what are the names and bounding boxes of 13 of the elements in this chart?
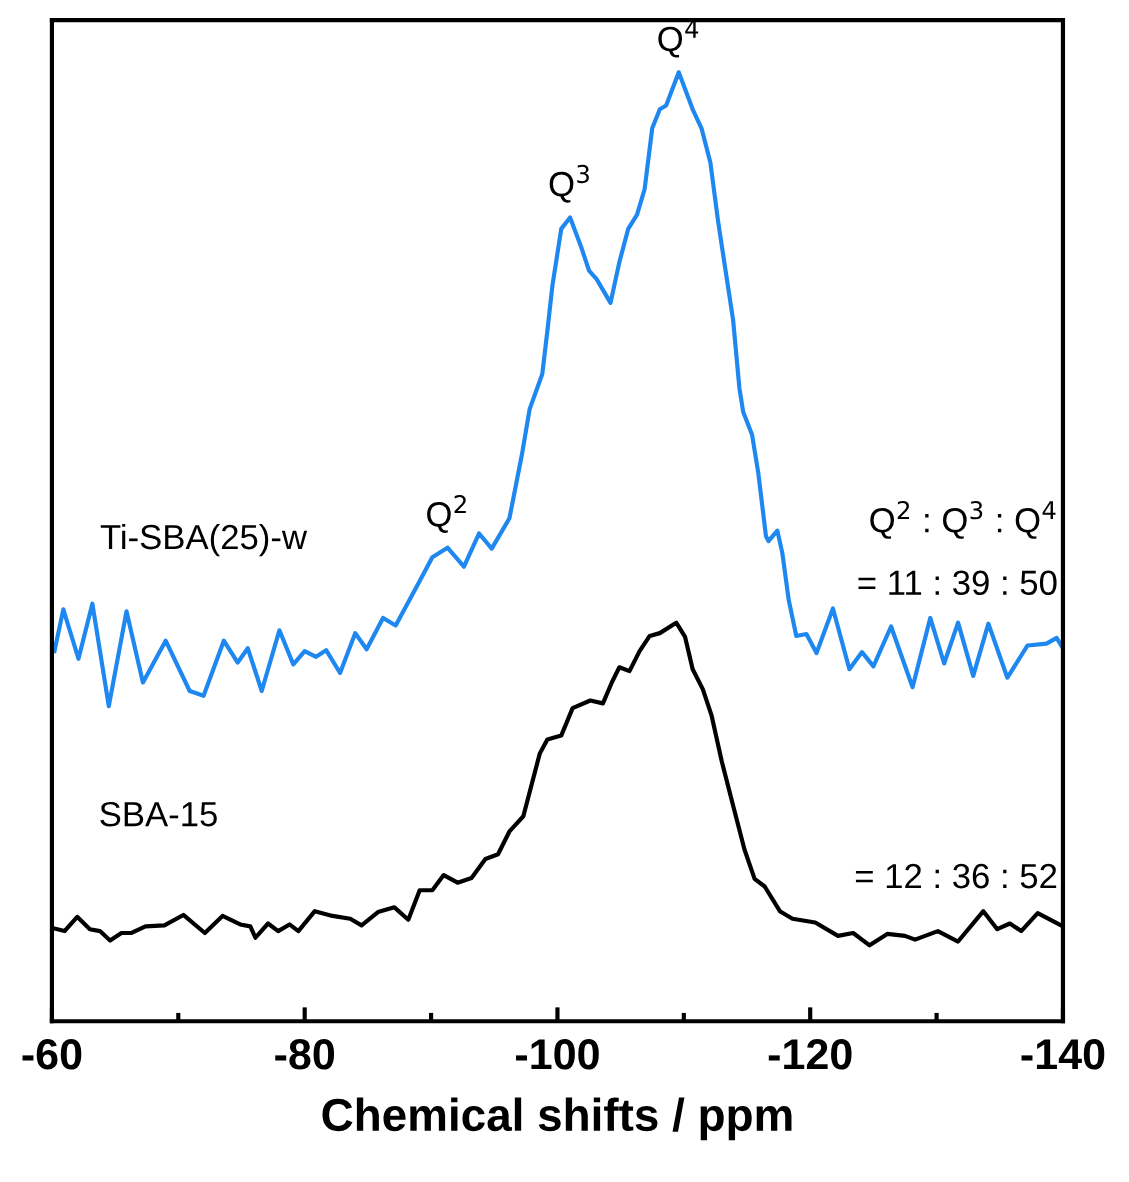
annotation: Q$^{2}$ [427,495,466,533]
series-label: Ti-SBA(25)-w [100,523,308,557]
annotation: Q$^{3}$ [549,164,589,203]
annotation: = 11 : 39 : 50 [858,570,1057,596]
text: SBA-15 [100,801,217,827]
x-tick-label: -80 [275,1039,335,1070]
x-tick-label: -60 [22,1039,82,1070]
annotation: = 12 : 36 : 52 [855,863,1057,889]
annotation: Q$^{2}$ : Q$^{3}$ : Q$^{4}$ [870,500,1056,539]
x-tick-label: -100 [516,1039,599,1070]
x-tick-label: -140 [1021,1039,1105,1070]
x-axis-title: Chemical shifts / ppm [322,1097,792,1141]
x-tick-label: -120 [768,1039,852,1070]
